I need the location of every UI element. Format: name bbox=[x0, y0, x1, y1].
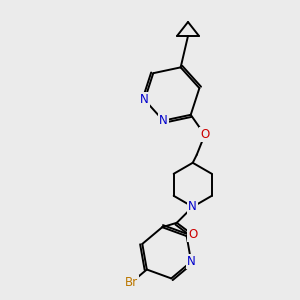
Text: O: O bbox=[188, 228, 197, 241]
Text: O: O bbox=[200, 128, 209, 141]
Text: N: N bbox=[159, 114, 168, 127]
Text: N: N bbox=[140, 93, 149, 106]
Text: Br: Br bbox=[125, 276, 138, 289]
Text: N: N bbox=[187, 255, 196, 268]
Text: N: N bbox=[188, 200, 197, 213]
